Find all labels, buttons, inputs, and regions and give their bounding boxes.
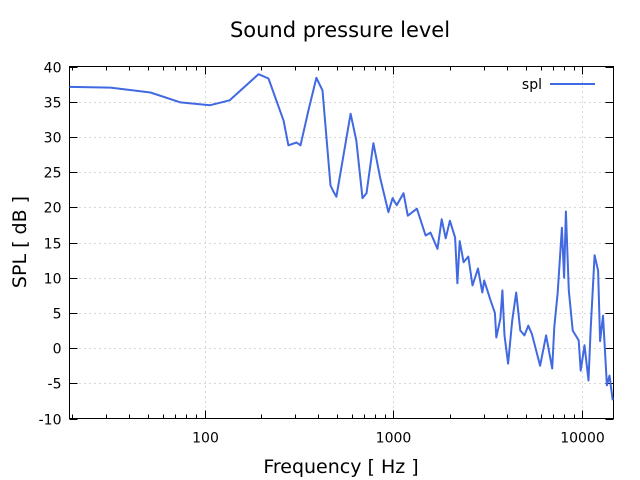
- ticks: 40 35 30 25 20 15 10 5 0 -5 -10 100 1000 10000: [39, 61, 614, 447]
- series-line-spl: [69, 73, 614, 401]
- y-tick-label: 40: [44, 61, 62, 77]
- y-tick-label: 30: [44, 131, 62, 147]
- y-axis-title: SPL [ dB ]: [9, 196, 31, 288]
- x-tick-label: 100: [192, 431, 219, 447]
- y-tick-label: -5: [48, 377, 62, 393]
- y-tick-label: 10: [44, 272, 62, 288]
- y-tick-label: 20: [44, 201, 62, 217]
- plot-border: [69, 66, 614, 419]
- y-tick-label: -10: [39, 413, 62, 429]
- series-layer: [69, 73, 614, 401]
- x-tick-label: 10000: [560, 431, 605, 447]
- chart-title: Sound pressure level: [230, 18, 450, 42]
- y-tick-label: 35: [44, 96, 62, 112]
- grid: [69, 66, 614, 419]
- y-tick-label: 25: [44, 166, 62, 182]
- y-tick-label: 0: [53, 342, 62, 358]
- y-tick-label: 15: [44, 237, 62, 253]
- x-axis-title: Frequency [ Hz ]: [263, 456, 418, 478]
- y-tick-label: 5: [53, 307, 62, 323]
- legend: spl: [522, 77, 595, 93]
- legend-label: spl: [522, 77, 542, 93]
- x-tick-label: 1000: [376, 431, 412, 447]
